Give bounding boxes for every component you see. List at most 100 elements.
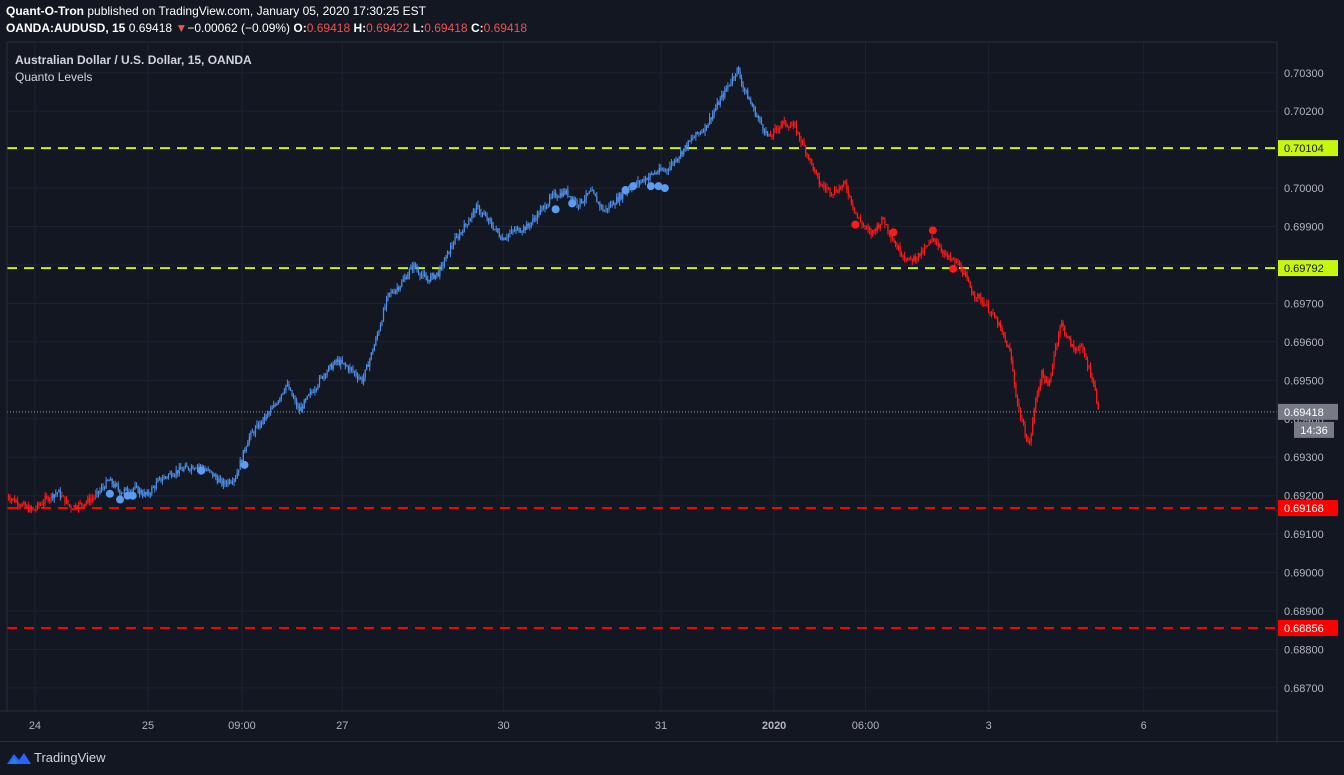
candle-body: [161, 479, 164, 482]
candle-body: [329, 364, 331, 367]
symbol-label[interactable]: OANDA:AUDUSD, 15: [6, 21, 126, 35]
candle-body: [436, 272, 438, 275]
candle-body: [556, 197, 558, 199]
candle-body: [346, 365, 348, 367]
candle-body: [866, 227, 868, 229]
candle-body: [898, 246, 900, 250]
candle-body: [599, 202, 601, 207]
candle-body: [1091, 376, 1093, 381]
candle-body: [1015, 384, 1017, 397]
last-price-text: 0.69418: [128, 21, 173, 35]
candle-body: [62, 495, 65, 497]
candle-body: [485, 214, 487, 216]
legend-indicator[interactable]: Quanto Levels: [15, 70, 93, 84]
candle-body: [805, 146, 807, 154]
x-tick-label: 2020: [762, 720, 786, 732]
candle-body: [818, 176, 820, 185]
candle-body: [160, 477, 162, 482]
candle-body: [1085, 355, 1087, 360]
x-tick-label: 27: [336, 720, 348, 732]
candle-body: [1059, 325, 1061, 335]
candle-body: [146, 491, 148, 495]
candle-body: [288, 383, 290, 390]
candle-body: [562, 190, 564, 197]
x-tick-label: 3: [986, 720, 992, 732]
candle-body: [835, 189, 837, 192]
candle-body: [559, 192, 561, 197]
candle-body: [840, 187, 842, 189]
price-chart[interactable]: 0.703000.702000.701000.700000.699000.698…: [0, 0, 1344, 741]
candle-body: [465, 223, 467, 225]
candle-body: [852, 203, 854, 208]
author-name[interactable]: Quant-O-Tron: [6, 4, 84, 18]
candle-body: [439, 267, 441, 277]
candle-body: [520, 231, 522, 233]
tradingview-brand[interactable]: TradingView: [34, 750, 106, 765]
candle-body: [603, 210, 606, 212]
candle-body: [492, 226, 494, 230]
candle-body: [257, 424, 260, 428]
candle-body: [702, 131, 705, 133]
candle-body: [171, 472, 173, 477]
candle-body: [879, 224, 881, 228]
candle-body: [1006, 340, 1008, 348]
candle-body: [573, 197, 575, 202]
candle-body: [660, 167, 662, 171]
candle-body: [530, 222, 532, 227]
candle-body: [587, 193, 589, 195]
candle-body: [59, 490, 62, 498]
x-tick-label: 6: [1141, 720, 1147, 732]
candle-body: [651, 173, 653, 175]
candle-body: [8, 495, 10, 499]
candle-body: [498, 231, 500, 237]
candle-body: [119, 489, 121, 494]
candle-body: [392, 291, 394, 293]
candle-body: [533, 218, 536, 220]
candle-body: [1000, 323, 1002, 329]
candle-body: [32, 509, 34, 511]
candle-body: [443, 261, 446, 266]
candle-body: [539, 209, 542, 215]
candle-body: [27, 505, 30, 512]
candle-body: [989, 312, 991, 314]
quanto-levels: [7, 147, 1277, 629]
tradingview-logo-icon[interactable]: [6, 751, 32, 765]
candle-body: [1062, 322, 1064, 327]
candle-body: [786, 125, 788, 127]
candle-body: [1023, 422, 1025, 425]
candle-body: [472, 210, 475, 214]
candle-body: [385, 297, 388, 307]
candle-body: [719, 98, 721, 105]
candle-body: [553, 192, 555, 194]
candle-body: [869, 229, 871, 231]
legend-title[interactable]: Australian Dollar / U.S. Dollar, 15, OAN…: [15, 53, 252, 67]
candle-body: [734, 75, 737, 78]
candle-body: [117, 485, 119, 490]
candle-body: [184, 465, 187, 469]
candle-body: [230, 482, 232, 484]
candle-body: [259, 421, 261, 428]
candle-body: [936, 241, 938, 244]
y-tick-label: 0.69900: [1284, 222, 1324, 234]
candle-body: [739, 70, 741, 79]
candle-body: [325, 374, 327, 376]
candle-body: [1032, 421, 1034, 434]
candle-body: [706, 125, 708, 128]
candle-body: [820, 184, 822, 186]
candle-body: [926, 245, 929, 247]
candle-body: [721, 94, 723, 99]
candle-body: [1068, 336, 1070, 339]
candle-body: [902, 255, 904, 257]
last-price-tag: [1278, 403, 1338, 420]
candle-body: [861, 221, 863, 226]
candle-body: [1051, 365, 1054, 374]
candle-body: [178, 467, 180, 474]
candle-body: [216, 477, 219, 483]
candle-body: [864, 225, 866, 228]
candle-body: [297, 406, 299, 408]
candle-body: [26, 505, 28, 507]
candle-body: [41, 504, 43, 506]
candle-body: [826, 187, 828, 189]
candle-body: [225, 483, 228, 485]
candle-body: [971, 287, 973, 294]
